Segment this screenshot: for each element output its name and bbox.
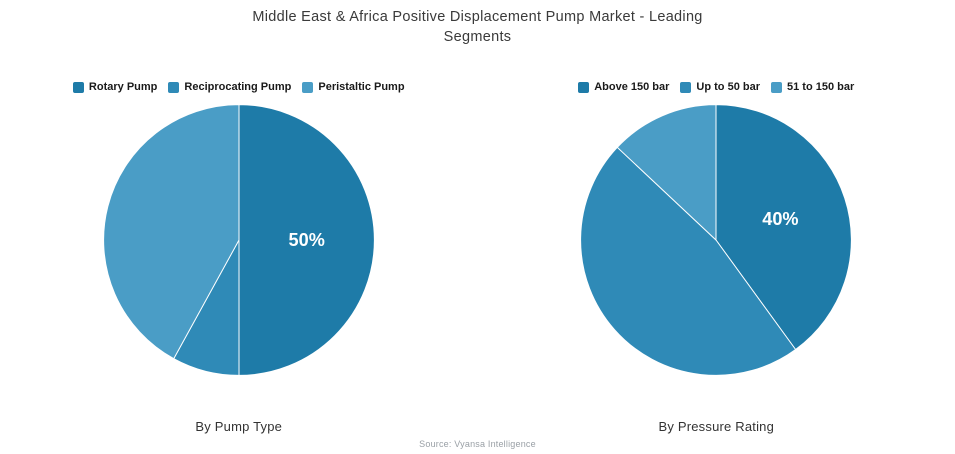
- legend-label: 51 to 150 bar: [787, 81, 855, 93]
- legend-label: Peristaltic Pump: [318, 81, 405, 93]
- legend-label: Rotary Pump: [88, 81, 158, 93]
- legend-swatch-icon: [680, 81, 692, 93]
- legend-swatch-icon: [302, 81, 314, 93]
- legend-item-rotary-pump[interactable]: Rotary Pump: [72, 81, 158, 93]
- legend-item-above-150-bar[interactable]: Above 150 bar: [578, 81, 669, 93]
- pie-chart-by-pump-type: 50%: [102, 104, 375, 376]
- legend-label: Above 150 bar: [594, 81, 670, 93]
- chart-title: Middle East & Africa Positive Displaceme…: [252, 9, 703, 45]
- pie-slice-peristaltic-pump[interactable]: [102, 104, 240, 360]
- legend-item-peristaltic-pump[interactable]: Peristaltic Pump: [302, 81, 405, 93]
- legend-pump-type: Rotary Pump Reciprocating Pump Peristalt…: [72, 80, 405, 94]
- pie-slice-up-to-50-bar[interactable]: [580, 146, 797, 376]
- pie-slice-rotary-pump[interactable]: [238, 104, 375, 376]
- legend-label: Up to 50 bar: [696, 81, 760, 93]
- pie-slice-51-to-150-bar[interactable]: [616, 104, 717, 242]
- pie-data-label: 40%: [763, 209, 799, 229]
- pie-slice-above-150-bar[interactable]: [715, 104, 853, 351]
- pie-subtitle-pump-type: By Pump Type: [195, 419, 283, 434]
- legend-swatch-icon: [578, 81, 590, 93]
- legend-label: Reciprocating Pump: [184, 81, 292, 93]
- pie-data-label: 50%: [288, 230, 324, 250]
- legend-swatch-icon: [168, 81, 180, 93]
- pie-subtitle-pressure-rating: By Pressure Rating: [658, 419, 775, 434]
- legend-swatch-icon: [72, 81, 84, 93]
- chart-by-pump-type: Rotary Pump Reciprocating Pump Peristalt…: [0, 80, 478, 434]
- legend-pressure-rating: Above 150 bar Up to 50 bar 51 to 150 bar: [578, 80, 854, 94]
- charts-row: Rotary Pump Reciprocating Pump Peristalt…: [0, 80, 955, 434]
- legend-item-reciprocating-pump[interactable]: Reciprocating Pump: [168, 81, 291, 93]
- pie-chart-by-pressure-rating: 40%: [580, 104, 853, 376]
- legend-item-51-to-150-bar[interactable]: 51 to 150 bar: [771, 81, 854, 93]
- source-text: Source: Vyansa Intelligence: [419, 439, 536, 449]
- legend-item-up-to-50-bar[interactable]: Up to 50 bar: [680, 81, 760, 93]
- chart-by-pressure-rating: Above 150 bar Up to 50 bar 51 to 150 bar…: [478, 80, 955, 434]
- legend-swatch-icon: [771, 81, 782, 93]
